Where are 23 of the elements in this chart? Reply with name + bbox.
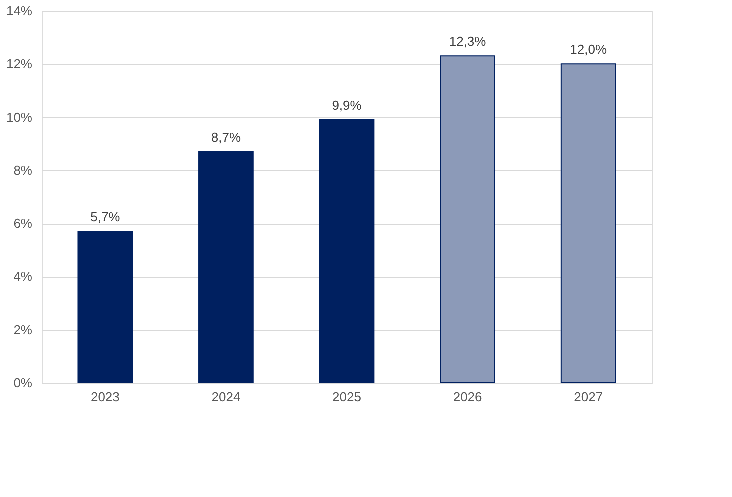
bar [319, 119, 375, 384]
bar [78, 231, 134, 384]
y-tick-label: 8% [14, 162, 33, 178]
x-tick-label: 2027 [574, 390, 604, 404]
y-tick-label: 14% [6, 4, 33, 18]
data-label: 9,9% [332, 98, 362, 113]
bar [560, 64, 616, 384]
y-tick-label: 10% [6, 110, 33, 125]
data-label: 12,3% [449, 34, 487, 50]
y-tick-label: 2% [14, 322, 33, 338]
data-label: 12,0% [570, 42, 608, 58]
data-label: 8,7% [211, 130, 242, 145]
bar [198, 151, 254, 384]
data-label: 5,7% [90, 210, 121, 225]
x-tick-label: 2026 [453, 390, 482, 404]
x-tick-label: 2025 [332, 390, 362, 404]
x-tick-label: 2023 [90, 390, 120, 404]
x-tick-label: 2024 [212, 390, 241, 404]
bar [440, 56, 496, 384]
y-tick-label: 12% [6, 56, 33, 72]
y-tick-label: 4% [14, 269, 33, 284]
y-tick-label: 0% [14, 376, 33, 390]
y-tick-label: 6% [14, 216, 33, 232]
